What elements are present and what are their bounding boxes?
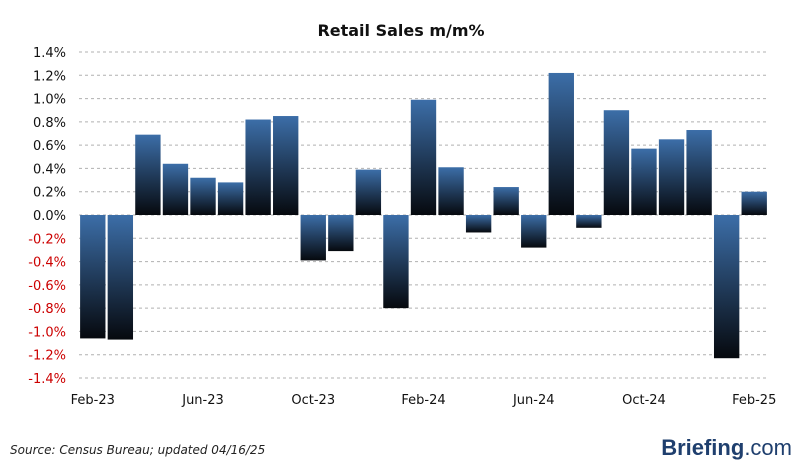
brand-suffix: .com (744, 435, 792, 460)
y-tick-label: -1.4% (28, 372, 66, 387)
y-tick-label: 0.6% (33, 139, 66, 154)
x-tick-label: Oct-24 (622, 393, 666, 408)
source-note: Source: Census Bureau; updated 04/16/25 (10, 443, 266, 457)
x-tick-label: Oct-23 (291, 393, 335, 408)
y-tick-label: 1.0% (33, 93, 66, 108)
y-tick-label: 0.8% (33, 116, 66, 131)
bar-Nov-23 (328, 215, 354, 252)
y-axis-ticks: 1.4% 1.2% 1.0% 0.8% 0.6% 0.4% 0.2% 0.0% -0.2% -0.… (28, 46, 66, 387)
y-tick-label: 0.0% (33, 209, 66, 224)
bar-Oct-24 (631, 148, 657, 215)
x-tick-label: Feb-24 (401, 393, 445, 408)
bar-Feb-23 (80, 215, 106, 339)
bar-Dec-23 (355, 169, 382, 215)
bar-Nov-24 (658, 139, 685, 215)
bar-Mar-23 (107, 215, 134, 340)
y-tick-label: -0.6% (28, 279, 66, 294)
bar-Feb-24 (410, 99, 437, 215)
bar-Feb-25 (741, 191, 767, 215)
bar-Jun-24 (521, 215, 547, 248)
y-tick-label: -0.8% (28, 302, 66, 317)
bar-Jul-23 (217, 182, 244, 215)
y-tick-label: 0.4% (33, 162, 66, 177)
x-tick-label: Feb-23 (71, 393, 115, 408)
bar-Oct-23 (300, 215, 326, 261)
bar-Sep-23 (273, 116, 299, 215)
y-tick-label: 1.2% (33, 69, 66, 84)
x-tick-label: Jun-24 (512, 393, 555, 408)
bar-Aug-23 (245, 119, 271, 215)
bar-Jun-23 (190, 177, 216, 215)
chart-title: Retail Sales m/m% (317, 21, 484, 40)
bar-May-24 (493, 187, 519, 215)
y-tick-label: -0.2% (28, 232, 66, 247)
bar-Apr-24 (465, 215, 492, 233)
retail-sales-chart: Retail Sales m/m% 1.4% 1.2% 1.0% 0.8% 0.6% 0.… (28, 21, 777, 408)
bar-Dec-24 (686, 130, 712, 215)
bar-Jan-25 (713, 215, 740, 359)
brand-name: Briefing (661, 435, 745, 460)
y-tick-label: 1.4% (33, 46, 66, 61)
bar-Sep-24 (603, 110, 630, 215)
bar-May-23 (162, 163, 189, 215)
bar-Jan-24 (383, 215, 409, 309)
x-tick-label: Jun-23 (181, 393, 224, 408)
y-tick-label: -1.0% (28, 325, 66, 340)
x-tick-label: Feb-25 (732, 393, 776, 408)
bar-Aug-24 (576, 215, 602, 228)
bar-Jul-24 (548, 72, 574, 215)
y-tick-label: 0.2% (33, 186, 66, 201)
y-tick-label: -0.4% (28, 256, 66, 271)
bars (80, 72, 767, 359)
x-axis-ticks: Feb-23 Jun-23 Oct-23 Feb-24 Jun-24 Oct-24 Feb-… (71, 393, 777, 408)
y-tick-label: -1.2% (28, 349, 66, 364)
bar-Mar-24 (438, 167, 464, 215)
brand-logo: Briefing.com (661, 435, 792, 461)
bar-Apr-23 (135, 134, 161, 215)
